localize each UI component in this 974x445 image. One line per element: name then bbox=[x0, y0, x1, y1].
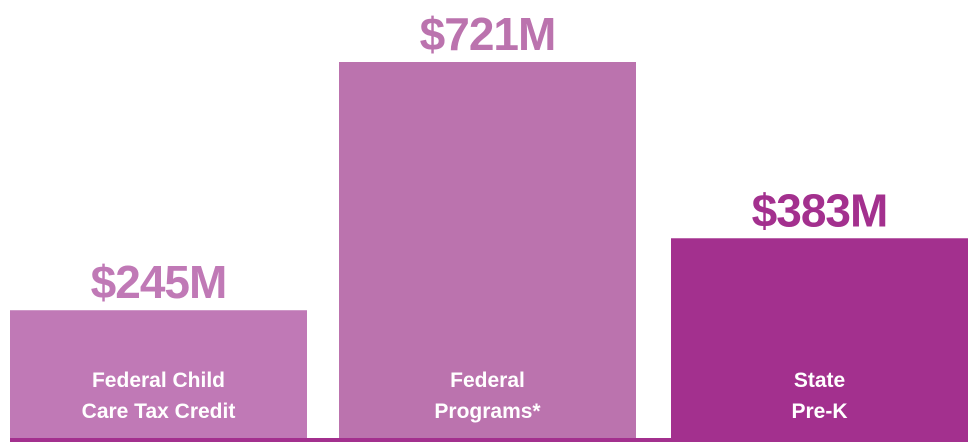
bar-3 bbox=[671, 238, 968, 438]
value-label-3: $383M bbox=[752, 184, 888, 236]
category-label-1-line-1: Federal Child bbox=[92, 369, 225, 392]
category-label-3-line-1: State bbox=[794, 369, 845, 392]
category-label-3-line-2: Pre-K bbox=[791, 400, 847, 423]
category-label-2-line-2: Programs* bbox=[434, 400, 541, 423]
value-label-2: $721M bbox=[420, 8, 556, 60]
labels-layer: $245M Federal Child Care Tax Credit $721M Fe… bbox=[82, 8, 889, 423]
bar-2 bbox=[339, 62, 636, 438]
value-label-1: $245M bbox=[91, 256, 227, 308]
category-label-2-line-1: Federal bbox=[450, 369, 525, 392]
bar-1 bbox=[10, 310, 307, 438]
category-label-1-line-2: Care Tax Credit bbox=[82, 400, 236, 423]
x-axis-baseline bbox=[10, 438, 968, 442]
bars-layer bbox=[10, 62, 968, 438]
